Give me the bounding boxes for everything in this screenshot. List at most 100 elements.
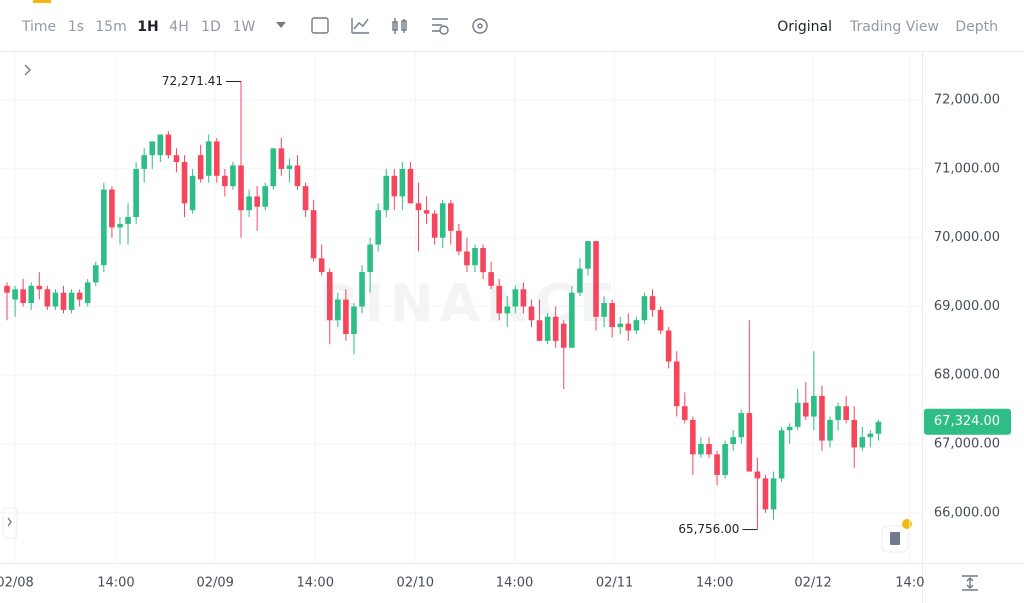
- y-tick-label: 69,000.00: [934, 299, 1000, 314]
- candle-body: [125, 217, 131, 224]
- interval-button[interactable]: 15m: [95, 19, 126, 35]
- candle-body: [536, 320, 543, 341]
- candle-body: [189, 175, 196, 211]
- candle-body: [262, 186, 269, 207]
- candle-body: [133, 168, 139, 218]
- settings-icon[interactable]: [477, 23, 483, 29]
- indicator-icon[interactable]: [432, 18, 448, 32]
- y-tick-label: 67,000.00: [934, 437, 1000, 452]
- candle-body: [560, 323, 567, 348]
- candle-body: [730, 437, 736, 445]
- candle-body: [431, 213, 438, 238]
- expand-icon[interactable]: [24, 64, 31, 76]
- candle-body: [456, 230, 462, 252]
- x-tick-label: 02/08: [0, 576, 34, 591]
- candle-body: [827, 419, 833, 441]
- scale-icon[interactable]: [962, 575, 978, 591]
- candle-body: [609, 303, 615, 328]
- annotation-label: 65,756.00: [678, 522, 739, 536]
- candle-body: [149, 141, 156, 156]
- candle-body: [867, 433, 874, 438]
- dropdown-icon[interactable]: [276, 22, 286, 28]
- candle-body: [173, 155, 180, 163]
- candle-body: [12, 289, 18, 300]
- calendar-icon[interactable]: [311, 17, 329, 34]
- candle-body: [794, 402, 801, 427]
- interval-button[interactable]: 4H: [169, 19, 188, 35]
- candle-body: [197, 155, 204, 180]
- y-tick-label: 68,000.00: [934, 368, 1000, 383]
- settings-icon[interactable]: [472, 18, 488, 34]
- candle-body: [68, 292, 75, 310]
- candle-body: [84, 282, 91, 304]
- candle-body: [181, 162, 188, 204]
- candle-body: [52, 292, 59, 307]
- line-icon[interactable]: [351, 18, 369, 34]
- candle-body: [141, 155, 147, 169]
- candle-body: [681, 406, 688, 420]
- interval-button[interactable]: 1W: [233, 19, 256, 35]
- candle-body: [335, 299, 341, 321]
- candle-body: [617, 323, 624, 328]
- candle-body: [569, 292, 575, 348]
- x-tick-label: 14:00: [297, 576, 334, 591]
- candle-body: [835, 406, 841, 420]
- candle-body: [585, 241, 591, 269]
- view-tab[interactable]: Trading View: [849, 19, 939, 35]
- candle-body: [286, 165, 293, 169]
- candle-body: [811, 395, 817, 417]
- candle-body: [254, 196, 260, 207]
- candle-body: [165, 134, 172, 156]
- candle-body: [109, 189, 115, 228]
- candle-body: [447, 203, 454, 231]
- candle-body: [504, 306, 511, 314]
- interval-button[interactable]: 1s: [68, 19, 84, 35]
- candle-body: [359, 272, 365, 307]
- candle-body: [391, 175, 398, 197]
- candle-body: [270, 148, 277, 187]
- x-tick-label: 14:00: [496, 576, 533, 591]
- candle-body: [706, 444, 712, 455]
- candle-body: [157, 134, 164, 156]
- candle-body: [722, 444, 728, 475]
- candle-body: [351, 306, 357, 334]
- interval-button[interactable]: Time: [21, 19, 56, 35]
- candle-body: [117, 223, 123, 228]
- indicator-icon[interactable]: [439, 25, 449, 35]
- interval-button[interactable]: 1D: [201, 19, 221, 35]
- candle-body: [230, 165, 236, 187]
- notification-dot: [902, 519, 912, 529]
- view-tab[interactable]: Depth: [955, 19, 998, 35]
- notes-icon: [890, 532, 900, 545]
- candle-body: [439, 203, 446, 238]
- candle-body: [577, 268, 583, 293]
- candle-body: [44, 289, 51, 307]
- candle-body: [383, 175, 390, 211]
- candle-body: [552, 316, 559, 341]
- candle-body: [238, 165, 244, 211]
- candle-body: [367, 244, 373, 273]
- x-tick-label: 14:0: [895, 576, 924, 591]
- x-tick-label: 02/09: [196, 576, 233, 591]
- candle-body: [673, 361, 680, 407]
- candle-body: [665, 330, 672, 362]
- interval-button[interactable]: 1H: [137, 19, 158, 35]
- candle-body: [625, 323, 632, 331]
- candle-body: [544, 316, 551, 341]
- candle-icon[interactable]: [392, 18, 407, 34]
- candle-body: [714, 454, 720, 475]
- candle-body: [76, 292, 83, 300]
- candle-body: [859, 437, 866, 448]
- candle-body: [762, 478, 769, 510]
- candle-body: [778, 430, 785, 479]
- candle-body: [770, 478, 777, 510]
- candle-body: [302, 186, 309, 211]
- candle-body: [649, 296, 656, 310]
- candle-body: [399, 168, 406, 197]
- candle-body: [738, 413, 745, 438]
- view-tab[interactable]: Original: [777, 19, 832, 35]
- candle-body: [20, 289, 26, 304]
- candle-body: [318, 258, 325, 273]
- x-tick-label: 02/11: [596, 576, 633, 591]
- y-tick-label: 72,000.00: [934, 93, 1000, 108]
